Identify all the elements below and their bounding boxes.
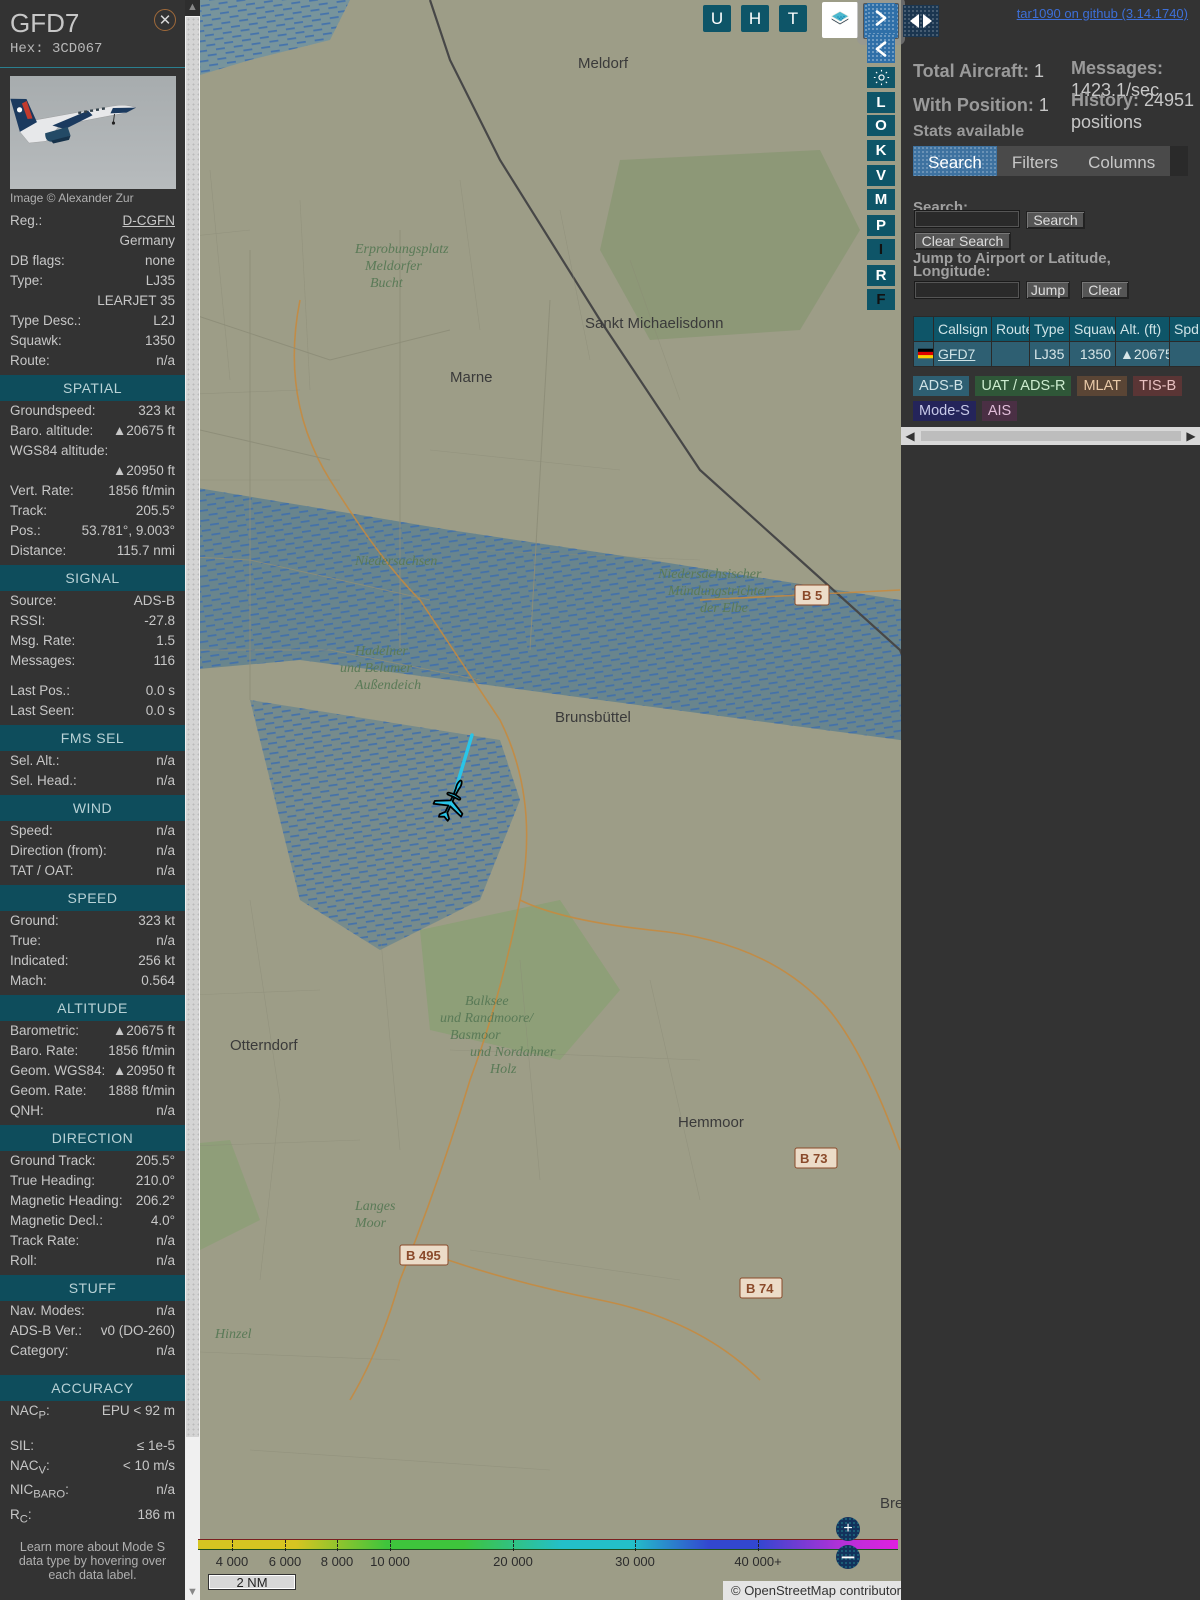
svg-text:Balksee: Balksee — [465, 994, 509, 1009]
svg-text:Otterndorf: Otterndorf — [230, 1037, 298, 1054]
svg-text:Basmoor: Basmoor — [450, 1028, 501, 1043]
svg-text:Niedersachsen: Niedersachsen — [354, 554, 437, 569]
svg-text:Moor: Moor — [354, 1216, 387, 1231]
svg-text:Hadelner: Hadelner — [354, 644, 408, 659]
svg-text:Holz: Holz — [489, 1062, 517, 1077]
svg-text:und Belumer: und Belumer — [340, 661, 412, 676]
svg-text:und Randmoore/: und Randmoore/ — [440, 1011, 534, 1026]
svg-text:Mündungstrichter: Mündungstrichter — [667, 584, 770, 599]
svg-text:Hinzel: Hinzel — [214, 1327, 252, 1342]
svg-text:der Elbe: der Elbe — [700, 601, 748, 616]
svg-text:Langes: Langes — [354, 1199, 396, 1214]
svg-text:B 74: B 74 — [746, 1281, 774, 1296]
svg-text:B 5: B 5 — [802, 588, 822, 603]
svg-text:Marne: Marne — [450, 369, 493, 386]
svg-text:B 73: B 73 — [800, 1151, 827, 1166]
svg-text:Meldorfer: Meldorfer — [364, 259, 422, 274]
svg-text:Brunsbüttel: Brunsbüttel — [555, 709, 631, 726]
svg-text:B 495: B 495 — [406, 1248, 441, 1263]
svg-text:Bucht: Bucht — [370, 276, 404, 291]
svg-text:Hemmoor: Hemmoor — [678, 1114, 744, 1131]
svg-text:und Nordahner: und Nordahner — [470, 1045, 556, 1060]
svg-text:Erprobungsplatz: Erprobungsplatz — [354, 242, 449, 257]
svg-text:Niedersächsischer: Niedersächsischer — [657, 567, 762, 582]
svg-text:Sankt Michaelisdonn: Sankt Michaelisdonn — [585, 315, 723, 332]
svg-text:Meldorf: Meldorf — [578, 55, 629, 72]
svg-text:Außendeich: Außendeich — [354, 678, 421, 693]
